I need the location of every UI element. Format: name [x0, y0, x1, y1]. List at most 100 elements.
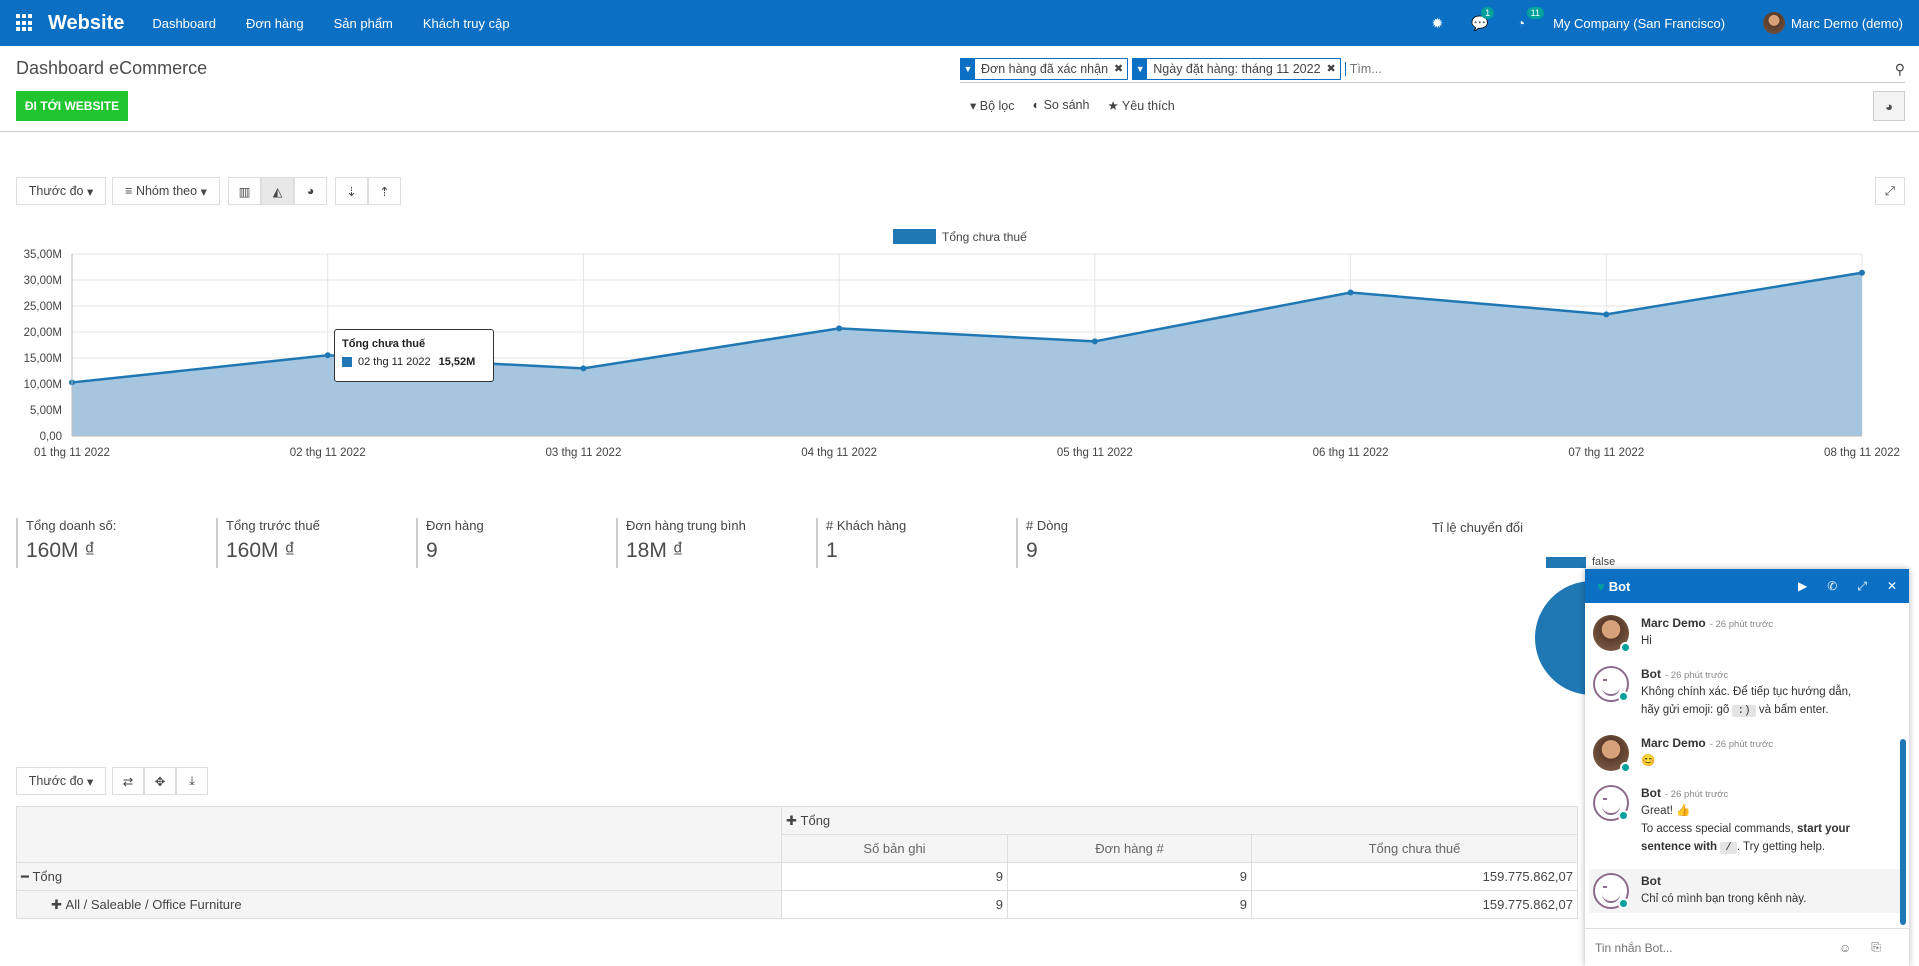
kpi-label: Tổng trước thuế: [226, 518, 320, 533]
chat-message-input[interactable]: [1595, 940, 1825, 955]
flip-axis-button[interactable]: ⇄: [112, 767, 144, 795]
pivot-measure-header[interactable]: Đơn hàng #: [1007, 834, 1252, 863]
bot-status-icon: [1618, 810, 1629, 821]
area-chart-icon: ◭: [272, 184, 283, 199]
measures-dropdown[interactable]: Thước đo ▾: [16, 177, 106, 205]
author-avatar: [1593, 735, 1631, 773]
filters-dropdown[interactable]: ▾ Bộ lọc: [970, 98, 1015, 113]
y-tick-label: 5,00M: [30, 405, 62, 417]
download-button[interactable]: ⤓: [176, 767, 208, 795]
remove-facet-icon[interactable]: ✖: [1114, 63, 1124, 75]
emoji-icon[interactable]: ☺: [1839, 940, 1852, 955]
chat-message: Bot - 26 phút trước Great! 👍 To access sp…: [1593, 785, 1893, 857]
dashboard-view-button[interactable]: ◕: [1873, 91, 1905, 121]
pie-chart-button[interactable]: ◕: [294, 177, 327, 205]
list-icon: ≡: [125, 184, 133, 198]
x-tick-label: 04 thg 11 2022: [801, 447, 877, 459]
online-status-icon: [1620, 762, 1631, 773]
message-body: Không chính xác. Để tiếp tục hướng dẫn, …: [1641, 683, 1851, 720]
heart-icon: ♥: [1597, 578, 1605, 594]
plus-icon: ✚: [51, 896, 62, 912]
measures-label: Thước đo: [28, 184, 84, 198]
kpi-label: Tổng doanh số:: [26, 518, 117, 533]
data-point: [1859, 269, 1865, 276]
video-call-icon[interactable]: ▶: [1798, 578, 1808, 593]
nav-item-products[interactable]: Sản phẩm: [333, 15, 393, 31]
pivot-measure-header[interactable]: Số bản ghi: [781, 834, 1008, 863]
message-time: - 26 phút trước: [1665, 789, 1729, 800]
author-avatar: [1593, 615, 1631, 653]
sort-desc-button[interactable]: ⇣: [335, 177, 368, 205]
pivot-measures-dropdown[interactable]: Thước đo ▾: [16, 767, 106, 795]
data-point: [1347, 289, 1354, 296]
star-icon: ★: [1107, 99, 1119, 113]
pivot-row-label: All / Saleable / Office Furniture: [65, 896, 242, 912]
online-status-icon: [1620, 642, 1631, 653]
search-input[interactable]: [1344, 61, 1905, 76]
pivot-table: ✚ Tổng Số bản ghi Đơn hàng # Tổng chưa t…: [16, 806, 1578, 919]
user-menu[interactable]: Marc Demo (demo): [1763, 12, 1903, 34]
pivot-row-header-category[interactable]: ✚ All / Saleable / Office Furniture: [16, 890, 782, 919]
bug-icon[interactable]: ✹: [1431, 14, 1444, 31]
y-tick-label: 0,00: [40, 431, 62, 443]
sort-asc-button[interactable]: ⇡: [368, 177, 401, 205]
go-to-website-button[interactable]: ĐI TỚI WEBSITE: [16, 91, 128, 121]
data-point: [1603, 311, 1610, 318]
kpi-value: 1: [826, 539, 838, 562]
message-author: Marc Demo: [1641, 736, 1706, 750]
pivot-col-header-total[interactable]: ✚ Tổng: [781, 806, 1578, 835]
favorites-dropdown[interactable]: ★ Yêu thích: [1107, 98, 1174, 113]
legend-swatch: [893, 229, 936, 244]
pivot-measures-label: Thước đo: [28, 774, 84, 788]
pie-chart-icon: ◕: [306, 184, 315, 198]
chat-message: Marc Demo - 26 phút trước 😊: [1593, 735, 1893, 773]
apps-menu-icon[interactable]: [16, 14, 34, 32]
expand-all-button[interactable]: ✥: [144, 767, 176, 795]
close-icon[interactable]: ✕: [1886, 578, 1897, 593]
data-point: [324, 352, 331, 359]
message-bold: start your: [1796, 823, 1851, 835]
activity-clock-icon[interactable]: ◔ 11: [1517, 7, 1544, 31]
chat-window: ♥ Bot ▶ ✆ ⤢ ✕ Marc Demo - 26 phút trước H…: [1585, 569, 1909, 966]
pie-legend: false: [1546, 556, 1615, 568]
phone-icon[interactable]: ✆: [1827, 578, 1838, 593]
emoji-code: :): [1732, 705, 1756, 717]
y-tick-label: 10,00M: [24, 379, 62, 391]
facet-confirmed-orders: ▼ Đơn hàng đã xác nhận ✖: [960, 57, 1129, 80]
fullscreen-button[interactable]: ⤢: [1875, 177, 1905, 205]
bar-chart-button[interactable]: ▥: [228, 177, 261, 205]
sort-desc-icon: ⇣: [346, 184, 357, 199]
compare-dropdown[interactable]: ◐ So sánh: [1033, 98, 1090, 113]
y-tick-label: 15,00M: [24, 353, 62, 365]
nav-item-orders[interactable]: Đơn hàng: [245, 15, 304, 31]
facet-order-date: ▼ Ngày đặt hàng: tháng 11 2022 ✖: [1132, 57, 1341, 80]
message-body: Hi: [1641, 635, 1652, 647]
search-icon[interactable]: ⚲: [1894, 61, 1905, 77]
paperclip-icon[interactable]: ⎘: [1871, 940, 1881, 954]
tooltip-value: 15,52M: [438, 356, 476, 368]
kpi-value: 160M ₫: [226, 539, 296, 562]
message-line: . Try getting help.: [1736, 841, 1826, 853]
download-icon: ⤓: [189, 773, 195, 788]
line-chart-button[interactable]: ◭: [261, 177, 294, 205]
top-navbar: Website Dashboard Đơn hàng Sản phẩm Khác…: [0, 0, 1919, 46]
chat-message: Marc Demo - 26 phút trước Hi: [1593, 615, 1893, 653]
chat-scrollbar[interactable]: [1900, 739, 1906, 925]
chat-message: Bot Chỉ có mình bạn trong kênh này.: [1589, 869, 1905, 913]
pivot-row-header-total[interactable]: ━ Tổng: [16, 862, 782, 891]
group-by-dropdown[interactable]: ≡ Nhóm theo ▾: [112, 177, 220, 205]
message-author: Marc Demo: [1641, 616, 1706, 630]
chat-header[interactable]: ♥ Bot ▶ ✆ ⤢ ✕: [1585, 569, 1909, 603]
message-time: - 26 phút trước: [1709, 619, 1773, 630]
messages-icon[interactable]: 💬 1: [1471, 6, 1495, 32]
remove-facet-icon[interactable]: ✖: [1326, 63, 1336, 75]
pivot-measure-header[interactable]: Tổng chưa thuế: [1251, 834, 1578, 863]
table-row: ✚ All / Saleable / Office Furniture 9 9 …: [16, 890, 1578, 919]
search-bar: ▼ Đơn hàng đã xác nhận ✖ ▼ Ngày đặt hàng…: [960, 55, 1905, 83]
bar-chart-icon: ▥: [238, 184, 251, 199]
nav-item-visitors[interactable]: Khách truy cập: [422, 15, 510, 31]
company-switcher[interactable]: My Company (San Francisco): [1553, 15, 1726, 31]
nav-item-dashboard[interactable]: Dashboard: [152, 15, 216, 31]
message-time: - 26 phút trước: [1665, 670, 1729, 681]
expand-chat-icon[interactable]: ⤢: [1857, 578, 1867, 593]
